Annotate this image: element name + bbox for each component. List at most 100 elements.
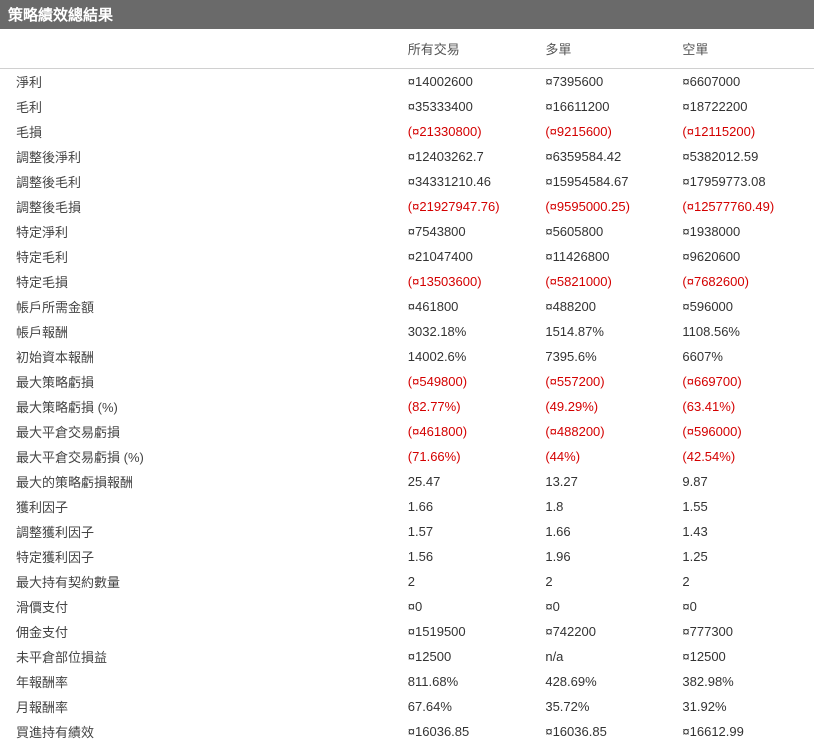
table-row: 特定獲利因子1.561.961.25 [0, 544, 814, 569]
row-value: ¤461800 [402, 294, 540, 319]
row-value: ¤14002600 [402, 69, 540, 95]
row-value: ¤777300 [676, 619, 814, 644]
table-row: 最大平倉交易虧損(¤461800)(¤488200)(¤596000) [0, 419, 814, 444]
row-value: (¤12115200) [676, 119, 814, 144]
row-value: ¤7543800 [402, 219, 540, 244]
row-value: (¤669700) [676, 369, 814, 394]
row-value: ¤12500 [402, 644, 540, 669]
row-value: ¤6607000 [676, 69, 814, 95]
table-row: 獲利因子1.661.81.55 [0, 494, 814, 519]
row-label: 調整後毛損 [0, 194, 402, 219]
table-row: 調整後淨利¤12403262.7¤6359584.42¤5382012.59 [0, 144, 814, 169]
row-value: 1.8 [539, 494, 676, 519]
row-value: 1.25 [676, 544, 814, 569]
row-label: 毛損 [0, 119, 402, 144]
row-value: ¤12500 [676, 644, 814, 669]
row-value: ¤6359584.42 [539, 144, 676, 169]
row-value: (63.41%) [676, 394, 814, 419]
table-row: 最大平倉交易虧損 (%)(71.66%)(44%)(42.54%) [0, 444, 814, 469]
row-value: 1.55 [676, 494, 814, 519]
row-value: ¤5382012.59 [676, 144, 814, 169]
table-row: 特定毛利¤21047400¤11426800¤9620600 [0, 244, 814, 269]
row-value: ¤15954584.67 [539, 169, 676, 194]
row-value: 1108.56% [676, 319, 814, 344]
row-value: 1.56 [402, 544, 540, 569]
row-label: 特定毛損 [0, 269, 402, 294]
row-label: 最大平倉交易虧損 (%) [0, 444, 402, 469]
row-value: 35.72% [539, 694, 676, 719]
row-label: 佣金支付 [0, 619, 402, 644]
row-value: (¤21927947.76) [402, 194, 540, 219]
table-row: 毛損(¤21330800)(¤9215600)(¤12115200) [0, 119, 814, 144]
row-value: 14002.6% [402, 344, 540, 369]
row-value: ¤9620600 [676, 244, 814, 269]
row-label: 初始資本報酬 [0, 344, 402, 369]
row-value: 1.66 [402, 494, 540, 519]
row-value: ¤742200 [539, 619, 676, 644]
row-value: 1.66 [539, 519, 676, 544]
row-value: (¤7682600) [676, 269, 814, 294]
row-value: ¤1938000 [676, 219, 814, 244]
report-title: 策略績效總結果 [0, 0, 814, 29]
row-label: 特定毛利 [0, 244, 402, 269]
row-value: ¤34331210.46 [402, 169, 540, 194]
row-value: 811.68% [402, 669, 540, 694]
table-row: 買進持有績效¤16036.85¤16036.85¤16612.99 [0, 719, 814, 744]
table-row: 淨利¤14002600¤7395600¤6607000 [0, 69, 814, 95]
row-value: (42.54%) [676, 444, 814, 469]
row-label: 特定獲利因子 [0, 544, 402, 569]
row-value: ¤11426800 [539, 244, 676, 269]
table-row: 初始資本報酬14002.6%7395.6%6607% [0, 344, 814, 369]
row-value: (¤461800) [402, 419, 540, 444]
row-value: (¤9595000.25) [539, 194, 676, 219]
row-value: ¤16611200 [539, 94, 676, 119]
row-label: 月報酬率 [0, 694, 402, 719]
table-row: 滑價支付¤0¤0¤0 [0, 594, 814, 619]
row-value: (¤549800) [402, 369, 540, 394]
row-value: (¤488200) [539, 419, 676, 444]
row-label: 調整後毛利 [0, 169, 402, 194]
col-header-short: 空單 [676, 29, 814, 69]
table-row: 最大的策略虧損報酬25.4713.279.87 [0, 469, 814, 494]
row-value: (¤9215600) [539, 119, 676, 144]
row-value: ¤16612.99 [676, 719, 814, 744]
row-value: 3032.18% [402, 319, 540, 344]
row-value: (¤13503600) [402, 269, 540, 294]
row-value: ¤7395600 [539, 69, 676, 95]
col-header-label [0, 29, 402, 69]
row-value: 6607% [676, 344, 814, 369]
row-value: 1.43 [676, 519, 814, 544]
row-value: 9.87 [676, 469, 814, 494]
table-row: 佣金支付¤1519500¤742200¤777300 [0, 619, 814, 644]
row-label: 調整獲利因子 [0, 519, 402, 544]
table-row: 特定淨利¤7543800¤5605800¤1938000 [0, 219, 814, 244]
performance-table: 所有交易 多單 空單 淨利¤14002600¤7395600¤6607000毛利… [0, 29, 814, 744]
table-row: 年報酬率811.68%428.69%382.98% [0, 669, 814, 694]
row-label: 最大的策略虧損報酬 [0, 469, 402, 494]
row-value: ¤16036.85 [402, 719, 540, 744]
row-value: ¤18722200 [676, 94, 814, 119]
row-value: (¤21330800) [402, 119, 540, 144]
row-value: 25.47 [402, 469, 540, 494]
table-row: 帳戶所需金額¤461800¤488200¤596000 [0, 294, 814, 319]
row-label: 帳戶所需金額 [0, 294, 402, 319]
row-value: (71.66%) [402, 444, 540, 469]
table-header-row: 所有交易 多單 空單 [0, 29, 814, 69]
table-row: 月報酬率67.64%35.72%31.92% [0, 694, 814, 719]
table-row: 調整獲利因子1.571.661.43 [0, 519, 814, 544]
table-row: 未平倉部位損益¤12500n/a¤12500 [0, 644, 814, 669]
row-label: 未平倉部位損益 [0, 644, 402, 669]
table-row: 帳戶報酬3032.18%1514.87%1108.56% [0, 319, 814, 344]
row-value: ¤12403262.7 [402, 144, 540, 169]
table-row: 調整後毛損(¤21927947.76)(¤9595000.25)(¤125777… [0, 194, 814, 219]
row-value: 2 [676, 569, 814, 594]
row-label: 最大持有契約數量 [0, 569, 402, 594]
row-label: 淨利 [0, 69, 402, 95]
row-label: 毛利 [0, 94, 402, 119]
col-header-all: 所有交易 [402, 29, 540, 69]
row-value: ¤488200 [539, 294, 676, 319]
table-row: 最大策略虧損 (%)(82.77%)(49.29%)(63.41%) [0, 394, 814, 419]
row-label: 最大平倉交易虧損 [0, 419, 402, 444]
row-value: 1.96 [539, 544, 676, 569]
row-value: ¤1519500 [402, 619, 540, 644]
